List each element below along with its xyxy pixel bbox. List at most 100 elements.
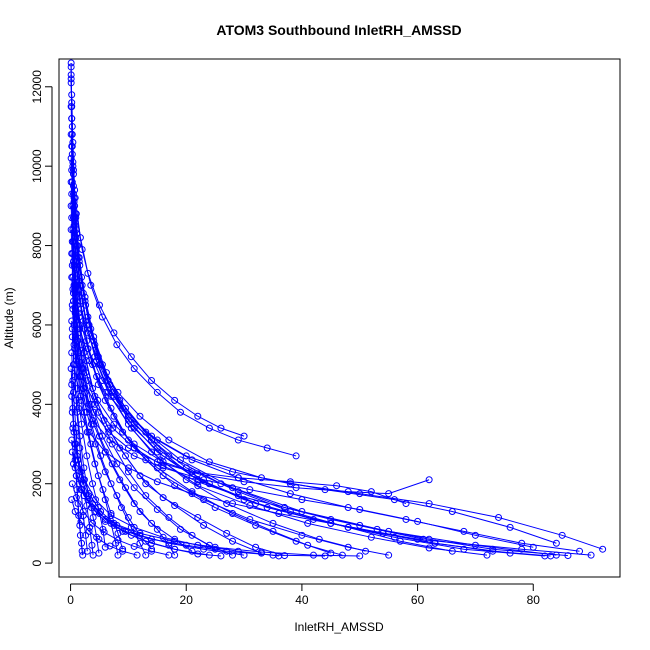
data-point <box>127 531 135 539</box>
data-point <box>107 480 115 488</box>
data-point <box>88 541 96 549</box>
data-point <box>75 511 83 519</box>
data-point <box>84 496 92 504</box>
data-point <box>188 468 196 476</box>
data-point <box>68 496 76 504</box>
data-point <box>75 293 83 301</box>
data-point <box>547 552 555 560</box>
data-point <box>68 392 76 400</box>
series-profile <box>69 377 555 560</box>
data-point <box>68 480 76 488</box>
data-point <box>113 460 121 468</box>
data-point <box>489 545 497 553</box>
series-profile <box>68 325 410 508</box>
y-axis: 0 2000 4000 6000 8000 10000 12000 <box>30 70 53 566</box>
data-point <box>142 492 150 500</box>
data-point <box>165 551 173 559</box>
data-point <box>69 460 77 468</box>
data-point <box>79 551 87 559</box>
data-point <box>67 130 75 138</box>
data-point <box>119 404 127 412</box>
data-point <box>85 527 93 535</box>
series-line <box>75 213 297 457</box>
series-profile <box>69 361 537 551</box>
data-point <box>72 210 80 218</box>
data-point <box>67 178 75 186</box>
data-point <box>165 513 173 521</box>
data-point <box>188 456 196 464</box>
data-point <box>373 525 381 533</box>
data-point <box>414 517 422 525</box>
data-point <box>229 509 237 517</box>
series-line <box>73 344 424 540</box>
data-point <box>124 412 132 420</box>
data-point <box>78 373 86 381</box>
series-line <box>70 62 592 556</box>
data-point <box>85 428 93 436</box>
data-point <box>130 484 138 492</box>
series-line <box>72 380 551 557</box>
data-point <box>70 341 78 349</box>
data-point <box>315 535 323 543</box>
data-point <box>194 482 202 490</box>
data-point <box>90 333 98 341</box>
series-line <box>73 285 603 550</box>
y-axis-label: Altitude (m) <box>2 287 16 348</box>
series-line <box>72 308 430 495</box>
data-point <box>91 400 99 408</box>
series-profile <box>70 341 427 543</box>
data-point <box>309 551 317 559</box>
data-point <box>159 494 167 502</box>
data-point <box>92 508 100 516</box>
data-point <box>148 539 156 547</box>
data-point <box>390 496 398 504</box>
data-point <box>78 486 86 494</box>
series-line <box>72 463 221 557</box>
data-point <box>76 325 84 333</box>
data-point <box>153 388 161 396</box>
data-point <box>471 531 479 539</box>
data-point <box>529 543 537 551</box>
data-point <box>483 551 491 559</box>
series-line <box>71 118 453 552</box>
x-axis-label: InletRH_AMSSD <box>294 620 384 634</box>
data-point <box>165 436 173 444</box>
data-point <box>153 458 161 466</box>
data-point <box>107 511 115 519</box>
data-point <box>599 545 607 553</box>
data-point <box>117 504 125 512</box>
data-point <box>68 91 76 99</box>
data-point <box>94 472 102 480</box>
data-point <box>67 71 75 79</box>
data-point <box>200 521 208 529</box>
data-point <box>142 551 150 559</box>
data-point <box>298 496 306 504</box>
data-point <box>69 257 77 265</box>
data-point <box>106 542 114 550</box>
data-point <box>327 515 335 523</box>
series-line <box>71 439 326 557</box>
data-point <box>298 531 306 539</box>
data-point <box>194 478 202 486</box>
data-point <box>71 508 79 516</box>
data-point <box>252 543 260 551</box>
data-point <box>188 531 196 539</box>
data-point <box>153 525 161 533</box>
data-point <box>217 424 225 432</box>
data-point <box>68 333 76 341</box>
data-point <box>130 500 138 508</box>
data-point <box>159 472 167 480</box>
data-point <box>136 529 144 537</box>
data-point <box>101 448 109 456</box>
data-point <box>76 234 84 242</box>
data-point <box>124 464 132 472</box>
data-point <box>74 337 82 345</box>
data-point <box>102 369 110 377</box>
data-point <box>130 452 138 460</box>
data-point <box>87 440 95 448</box>
data-point <box>76 392 84 400</box>
data-point <box>67 103 75 111</box>
data-point <box>133 551 141 559</box>
series-profile <box>72 210 300 460</box>
data-point <box>148 547 156 555</box>
